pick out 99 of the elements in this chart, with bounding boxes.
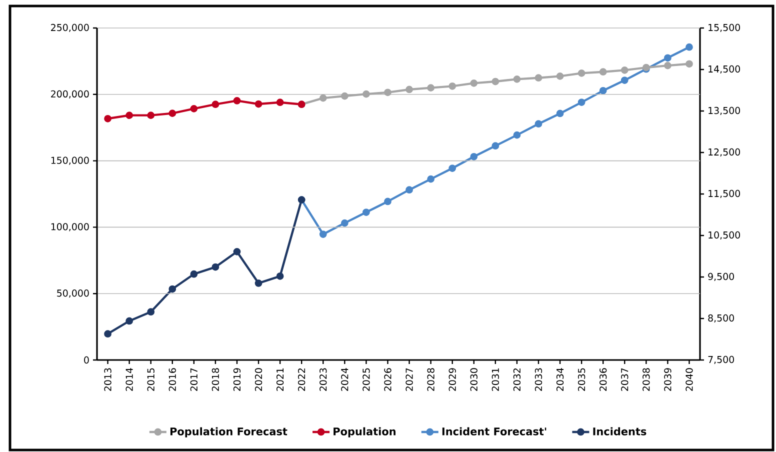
point bbox=[126, 317, 133, 325]
x-tick-label: 2035 bbox=[578, 368, 586, 391]
point bbox=[104, 114, 112, 122]
point bbox=[513, 75, 521, 83]
x-tick-label: 2038 bbox=[642, 368, 650, 391]
point bbox=[212, 263, 220, 271]
point bbox=[233, 248, 241, 256]
x-tick-label: 2040 bbox=[686, 368, 693, 391]
point bbox=[470, 152, 478, 160]
point bbox=[254, 280, 262, 287]
x-tick-label: 2022 bbox=[298, 368, 306, 391]
point bbox=[620, 66, 628, 74]
point bbox=[406, 186, 413, 194]
point bbox=[190, 270, 198, 278]
point bbox=[427, 175, 434, 183]
y2-tick-label: 11,500 bbox=[708, 190, 740, 198]
point bbox=[599, 68, 607, 76]
y2-tick-label: 9,500 bbox=[708, 272, 734, 282]
point bbox=[362, 90, 370, 98]
y2-tick-label: 10,500 bbox=[708, 231, 740, 240]
x-tick-label: 2021 bbox=[276, 368, 284, 391]
point bbox=[578, 70, 586, 77]
point bbox=[534, 120, 542, 128]
point bbox=[578, 98, 586, 106]
x-tick-label: 2023 bbox=[320, 368, 327, 391]
y-tick-label: 150,000 bbox=[51, 156, 89, 165]
point bbox=[104, 330, 112, 338]
y2-tick-label: 13,500 bbox=[708, 106, 740, 116]
point bbox=[492, 142, 500, 150]
legend-label: Population Forecast bbox=[170, 427, 288, 438]
point bbox=[556, 110, 564, 118]
y2-tick-label: 12,500 bbox=[708, 148, 740, 157]
y-tick-label: 0 bbox=[84, 356, 89, 364]
x-tick-label: 2036 bbox=[600, 368, 607, 391]
point bbox=[556, 72, 564, 80]
y2-tick-label: 14,500 bbox=[708, 65, 740, 74]
x-tick-label: 2032 bbox=[513, 368, 521, 391]
point bbox=[147, 308, 155, 316]
x-tick-label: 2028 bbox=[427, 368, 434, 391]
point bbox=[492, 78, 500, 86]
point bbox=[233, 97, 241, 104]
y2-tick-label: 7,500 bbox=[708, 356, 734, 364]
x-tick-label: 2017 bbox=[190, 368, 198, 391]
point bbox=[686, 60, 693, 68]
point bbox=[340, 219, 348, 227]
point bbox=[686, 43, 693, 51]
y-tick-label: 100,000 bbox=[51, 223, 89, 232]
point bbox=[470, 79, 478, 87]
y-tick-label: 200,000 bbox=[51, 90, 89, 98]
point bbox=[168, 285, 176, 293]
x-tick-label: 2015 bbox=[147, 368, 154, 391]
point bbox=[190, 104, 198, 112]
point bbox=[254, 100, 262, 108]
legend-label: Incidents bbox=[593, 427, 646, 436]
x-tick-label: 2024 bbox=[341, 368, 348, 391]
x-tick-label: 2014 bbox=[126, 368, 133, 391]
point bbox=[319, 94, 327, 102]
point bbox=[212, 100, 220, 108]
point bbox=[664, 62, 672, 70]
point bbox=[620, 76, 628, 84]
point bbox=[147, 112, 155, 119]
point bbox=[319, 230, 327, 238]
x-tick-label: 2019 bbox=[233, 368, 241, 391]
point bbox=[534, 74, 542, 82]
point bbox=[276, 272, 284, 280]
point bbox=[276, 98, 284, 106]
x-tick-label: 2025 bbox=[362, 368, 370, 391]
point bbox=[513, 131, 521, 139]
point bbox=[168, 110, 176, 118]
point bbox=[599, 86, 607, 94]
x-tick-label: 2013 bbox=[104, 368, 112, 391]
point bbox=[427, 84, 434, 92]
x-tick-label: 2029 bbox=[448, 368, 456, 391]
point bbox=[448, 82, 456, 90]
x-tick-label: 2030 bbox=[470, 368, 478, 391]
point bbox=[448, 164, 456, 172]
y-tick-label: 50,000 bbox=[57, 290, 89, 298]
point bbox=[406, 86, 413, 94]
x-tick-label: 2039 bbox=[664, 368, 672, 391]
point bbox=[362, 208, 370, 216]
x-tick-label: 2031 bbox=[492, 368, 499, 391]
x-tick-label: 2016 bbox=[168, 368, 176, 391]
legend-label: Incident Forecast' bbox=[442, 427, 546, 436]
point bbox=[384, 198, 392, 206]
point bbox=[384, 88, 392, 96]
y-tick-label: 250,000 bbox=[51, 24, 89, 32]
x-tick-label: 2020 bbox=[254, 368, 262, 391]
point bbox=[664, 54, 672, 62]
point bbox=[126, 112, 133, 119]
point bbox=[340, 92, 348, 100]
x-tick-label: 2018 bbox=[212, 368, 220, 391]
legend-label: Population bbox=[334, 427, 396, 438]
x-tick-label: 2037 bbox=[621, 368, 628, 391]
x-tick-label: 2027 bbox=[406, 368, 413, 391]
x-tick-label: 2033 bbox=[534, 368, 542, 391]
y2-tick-label: 15,500 bbox=[708, 24, 740, 32]
y2-tick-label: 8,500 bbox=[708, 314, 734, 323]
x-tick-label: 2026 bbox=[384, 368, 392, 391]
x-tick-label: 2034 bbox=[556, 368, 564, 391]
